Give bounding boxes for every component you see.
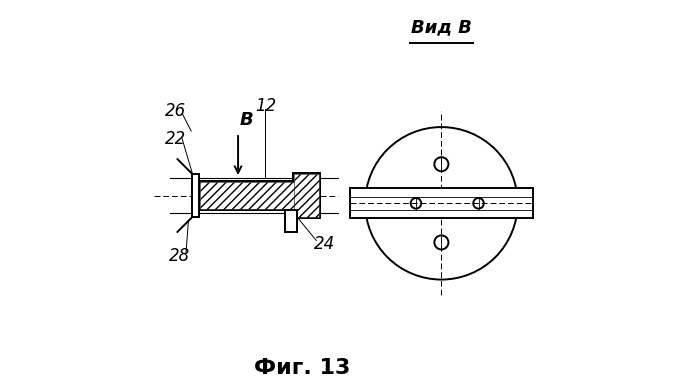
Text: B: B — [240, 111, 254, 129]
Bar — [293, 173, 320, 218]
Bar — [350, 188, 533, 218]
Text: 28: 28 — [168, 247, 190, 265]
Bar — [192, 174, 199, 217]
Text: 26: 26 — [165, 102, 186, 120]
Bar — [294, 174, 319, 217]
Bar — [200, 182, 319, 209]
Text: Вид В: Вид В — [411, 18, 472, 36]
Text: 12: 12 — [255, 97, 276, 115]
Bar — [285, 210, 298, 232]
Bar — [199, 181, 320, 210]
Text: Фиг. 13: Фиг. 13 — [254, 357, 351, 378]
Text: 24: 24 — [313, 235, 335, 253]
Text: 22: 22 — [165, 130, 186, 148]
